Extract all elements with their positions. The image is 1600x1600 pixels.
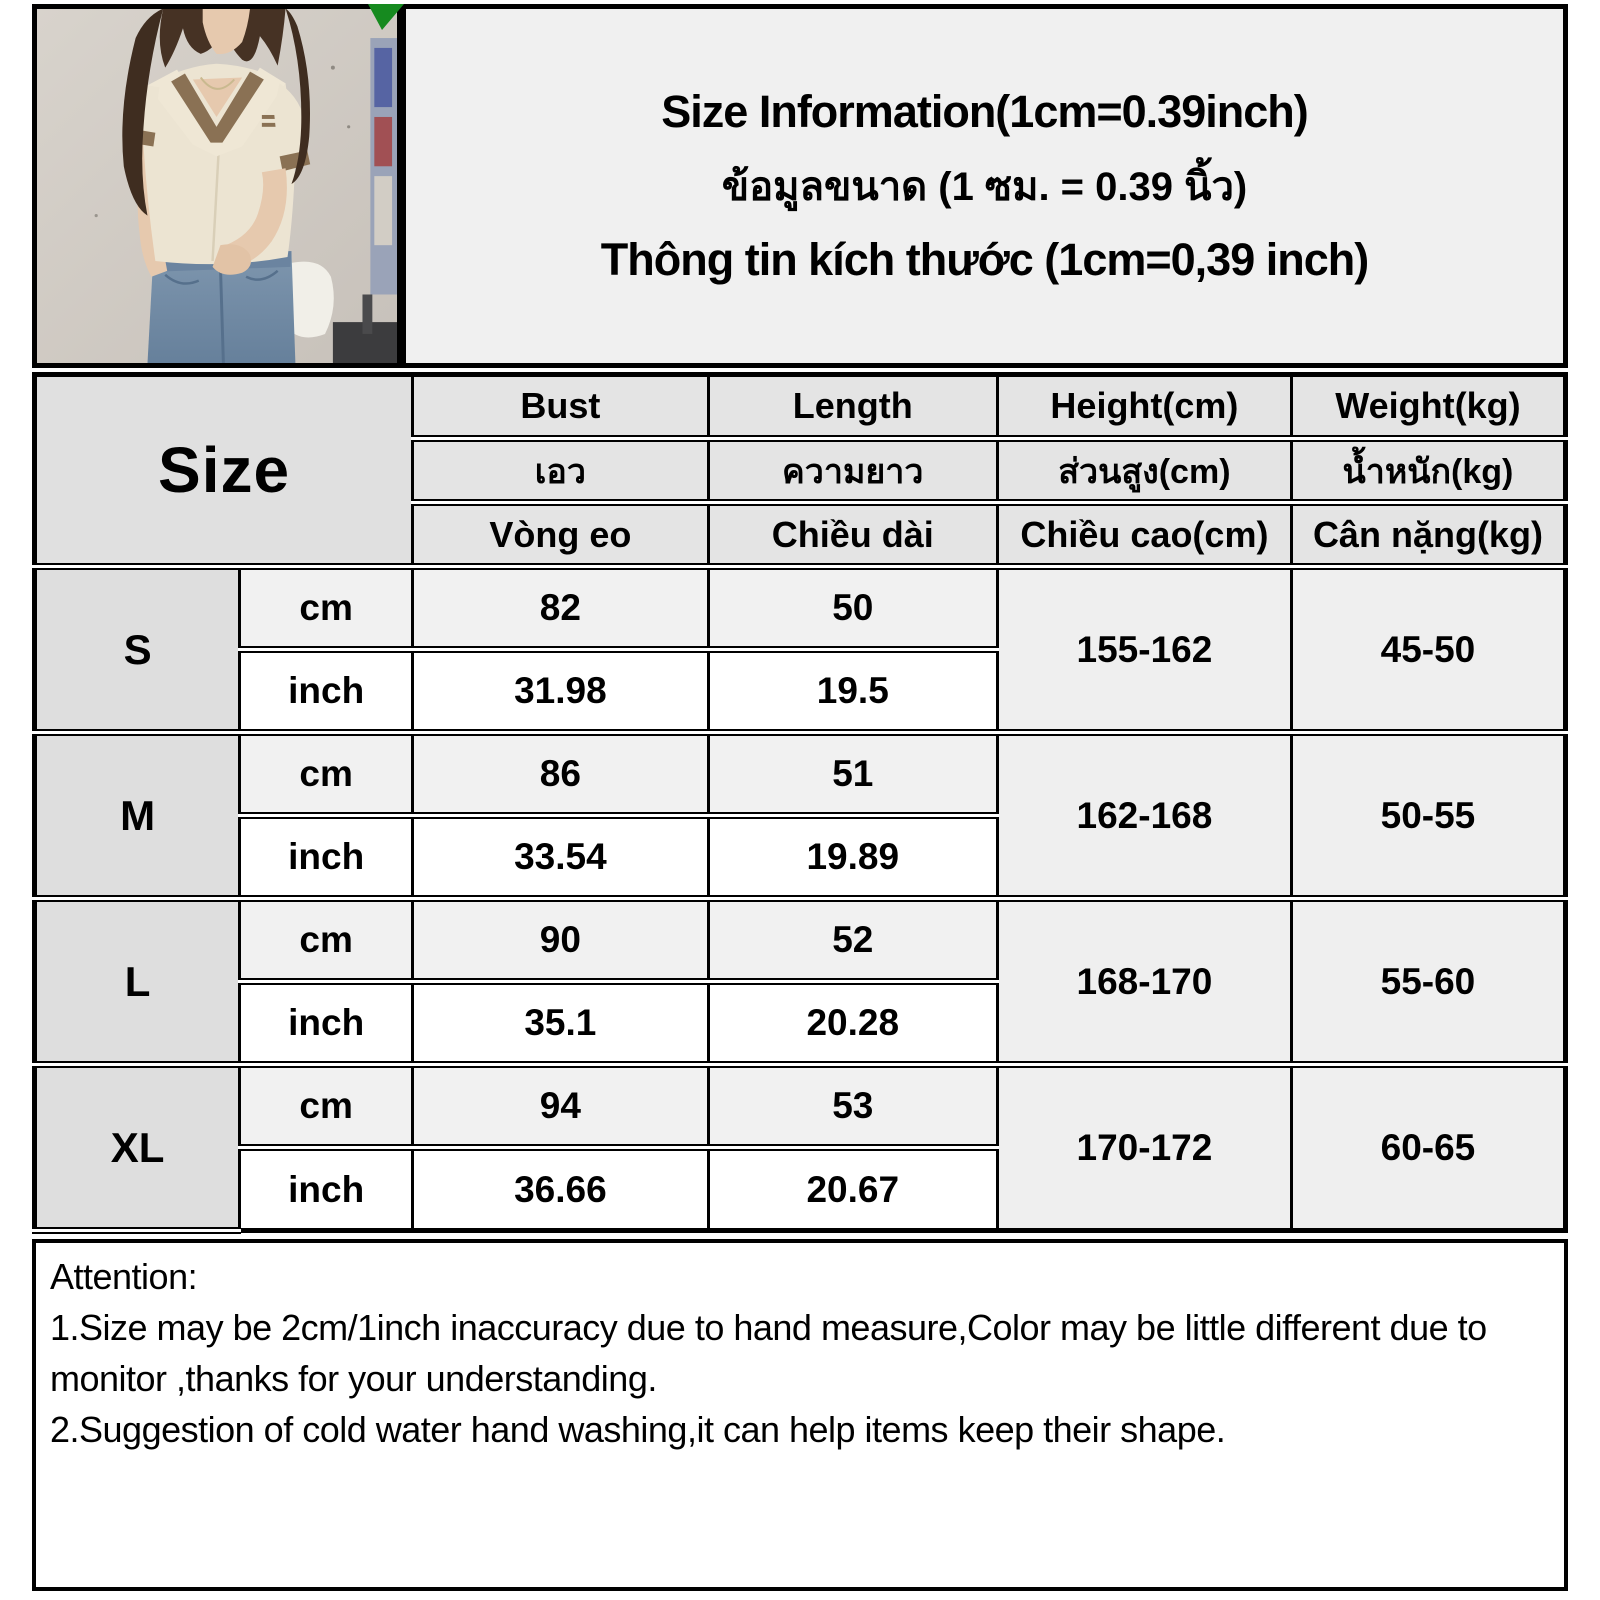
col-header-height-en: Height(cm) xyxy=(995,372,1293,442)
table-row-l-inch: inch 35.1 20.28 xyxy=(35,978,1566,1068)
l-height-range: 168-170 xyxy=(995,895,1293,1068)
l-length-cm: 52 xyxy=(706,895,999,985)
title-thai: ข้อมูลขนาด (1 ซม. = 0.39 นิ้ว) xyxy=(721,165,1248,209)
attention-box: Attention: 1.Size may be 2cm/1inch inacc… xyxy=(32,1239,1568,1591)
xl-bust-inch: 36.66 xyxy=(411,1144,710,1233)
col-header-weight-en: Weight(kg) xyxy=(1289,372,1569,442)
size-label-s: S xyxy=(31,563,242,736)
title-vietnamese: Thông tin kích thước (1cm=0,39 inch) xyxy=(600,234,1369,285)
s-bust-cm: 82 xyxy=(411,563,710,653)
col-header-bust-vi: Vòng eo xyxy=(411,499,710,570)
size-label-m: M xyxy=(31,729,242,902)
size-column-header: Size xyxy=(31,372,415,570)
table-row-m-inch: inch 33.54 19.89 xyxy=(35,812,1566,902)
attention-heading: Attention: xyxy=(50,1256,198,1297)
table-row-l-cm: L cm 90 52 168-170 55-60 xyxy=(31,895,1569,1068)
l-bust-cm: 90 xyxy=(411,895,710,985)
s-bust-inch: 31.98 xyxy=(411,646,710,736)
size-info-title-block: Size Information(1cm=0.39inch) ข้อมูลขนา… xyxy=(402,4,1568,368)
table-row-xl-inch: inch 36.66 20.67 xyxy=(35,1144,1566,1233)
m-bust-cm: 86 xyxy=(411,729,710,819)
unit-cm: cm xyxy=(238,563,415,653)
l-length-inch: 20.28 xyxy=(706,978,999,1068)
unit-cm: cm xyxy=(238,895,415,985)
col-header-length-en: Length xyxy=(706,372,999,442)
size-label-xl: XL xyxy=(31,1061,242,1234)
m-bust-inch: 33.54 xyxy=(411,812,710,902)
xl-length-cm: 53 xyxy=(706,1061,999,1151)
unit-inch: inch xyxy=(238,812,415,902)
product-photo xyxy=(32,4,402,368)
size-table: Size Bust Length Height(cm) Weight(kg) เ… xyxy=(31,372,1569,1234)
unit-cm: cm xyxy=(238,729,415,819)
xl-bust-cm: 94 xyxy=(411,1061,710,1151)
header-row: Size Information(1cm=0.39inch) ข้อมูลขนา… xyxy=(32,4,1568,368)
unit-cm: cm xyxy=(238,1061,415,1151)
xl-length-inch: 20.67 xyxy=(706,1144,999,1233)
col-header-height-vi: Chiều cao(cm) xyxy=(995,499,1293,570)
col-header-length-vi: Chiều dài xyxy=(706,499,999,570)
unit-inch: inch xyxy=(238,978,415,1068)
s-length-cm: 50 xyxy=(706,563,999,653)
m-length-cm: 51 xyxy=(706,729,999,819)
col-header-bust-en: Bust xyxy=(411,372,710,442)
m-weight-range: 50-55 xyxy=(1289,729,1569,902)
l-bust-inch: 35.1 xyxy=(411,978,710,1068)
s-length-inch: 19.5 xyxy=(706,646,999,736)
s-weight-range: 45-50 xyxy=(1289,563,1569,736)
col-header-bust-th: เอว xyxy=(411,435,710,506)
xl-weight-range: 60-65 xyxy=(1289,1061,1569,1233)
table-row-m-cm: M cm 86 51 162-168 50-55 xyxy=(31,729,1569,902)
size-label-l: L xyxy=(31,895,242,1068)
product-photo-illustration xyxy=(37,9,397,363)
col-header-height-th: ส่วนสูง(cm) xyxy=(995,435,1293,506)
attention-note-2: 2.Suggestion of cold water hand washing,… xyxy=(50,1409,1226,1451)
col-header-weight-th: น้ำหนัก(kg) xyxy=(1289,435,1569,506)
table-row-s-inch: inch 31.98 19.5 xyxy=(35,646,1566,736)
m-height-range: 162-168 xyxy=(995,729,1293,902)
s-height-range: 155-162 xyxy=(995,563,1293,736)
col-header-length-th: ความยาว xyxy=(706,435,999,506)
xl-height-range: 170-172 xyxy=(995,1061,1293,1233)
col-header-weight-vi: Cân nặng(kg) xyxy=(1289,499,1569,570)
title-english: Size Information(1cm=0.39inch) xyxy=(661,86,1308,137)
table-row-xl-cm: XL cm 94 53 170-172 60-65 xyxy=(31,1061,1569,1234)
unit-inch: inch xyxy=(238,1144,415,1233)
l-weight-range: 55-60 xyxy=(1289,895,1569,1068)
attention-note-1: 1.Size may be 2cm/1inch inaccuracy due t… xyxy=(50,1307,1487,1400)
green-corner-flag-icon xyxy=(368,4,404,30)
unit-inch: inch xyxy=(238,646,415,736)
m-length-inch: 19.89 xyxy=(706,812,999,902)
table-row-s-cm: S cm 82 50 155-162 45-50 xyxy=(31,563,1569,736)
